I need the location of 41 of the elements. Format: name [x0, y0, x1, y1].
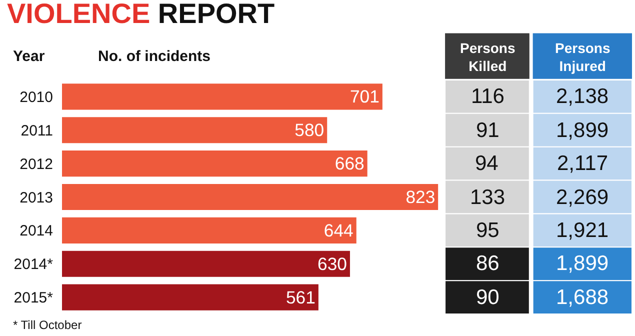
data-label: 2,269	[556, 186, 609, 209]
y-tick-label: 2011	[20, 122, 53, 140]
data-label: 1,899	[556, 252, 609, 275]
bar	[62, 217, 356, 244]
bar	[62, 250, 350, 277]
y-tick-label: 2014	[20, 222, 53, 240]
data-label: 630	[318, 254, 348, 274]
y-tick-label: 2012	[20, 156, 53, 173]
x-axis-title: No. of incidents	[98, 48, 210, 65]
bar	[62, 150, 368, 177]
bar	[62, 184, 438, 210]
y-tick-label: 2010	[20, 88, 53, 106]
data-label: 133	[470, 186, 506, 209]
data-label: 91	[476, 119, 500, 142]
data-label: 90	[476, 286, 500, 309]
data-label: 561	[286, 287, 316, 308]
data-label: 701	[350, 86, 380, 107]
y-axis-title: Year	[13, 48, 45, 65]
data-label: 1,688	[556, 286, 609, 309]
bar	[62, 284, 318, 310]
chart-title: VIOLENCE REPORT	[7, 0, 275, 29]
y-tick-label: 2013	[20, 189, 53, 206]
text: * Till October	[13, 318, 82, 332]
data-label: 95	[476, 219, 500, 242]
data-label: 1,899	[556, 119, 609, 142]
data-label: 86	[476, 252, 500, 275]
bar	[62, 117, 328, 144]
data-label: 1,921	[556, 219, 609, 242]
text: Persons Killed	[460, 40, 516, 74]
data-label: 644	[324, 220, 354, 240]
y-tick-label: 2014*	[14, 256, 54, 274]
data-label: 94	[475, 152, 499, 175]
data-label: 823	[406, 187, 436, 208]
data-label: 2,138	[556, 85, 609, 108]
text: Persons Injured	[555, 40, 610, 74]
data-label: 2,117	[557, 152, 608, 175]
data-label: 668	[334, 154, 365, 174]
data-label: 580	[294, 120, 324, 140]
bar	[62, 84, 382, 110]
data-label: 116	[471, 85, 504, 108]
y-tick-label: 2015*	[14, 290, 54, 307]
